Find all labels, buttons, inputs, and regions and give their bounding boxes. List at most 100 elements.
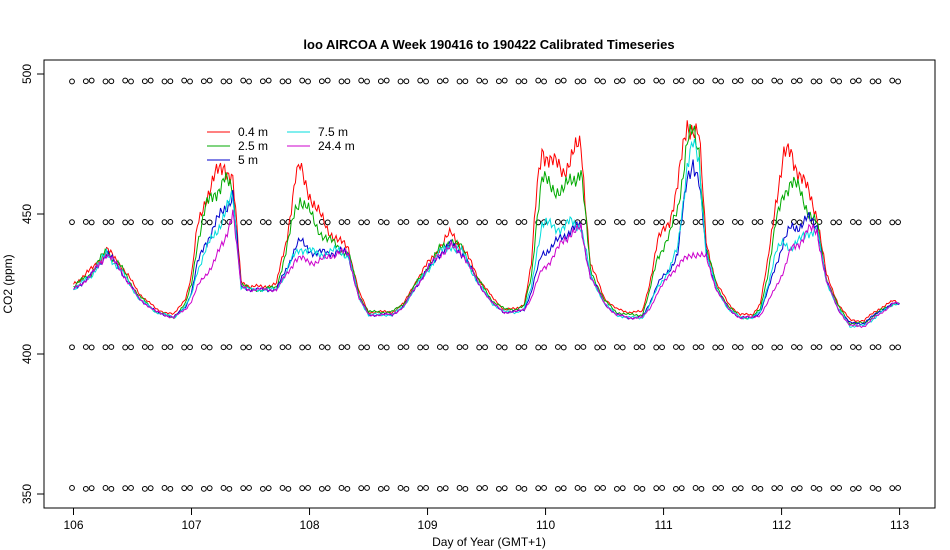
calibration-marker [265,219,272,226]
calibration-marker [383,344,390,351]
calibration-marker [246,485,252,491]
calibration-marker [141,78,148,85]
calibration-marker [692,219,699,226]
calibration-marker [541,78,547,85]
calibration-marker [344,344,351,350]
calibration-marker [796,344,803,351]
calibration-marker [639,219,646,225]
calibration-marker [442,77,449,84]
calibration-marker [895,219,901,226]
calibration-marker [889,344,896,351]
calibration-marker [417,219,424,226]
calibration-marker [816,485,823,492]
calibration-marker [456,219,463,226]
x-tick-label: 109 [418,518,438,532]
calibration-marker [358,219,365,226]
calibration-marker [495,485,502,492]
calibration-marker [875,344,882,350]
calibration-marker [757,344,764,350]
plot-frame [43,59,936,509]
calibration-marker [167,485,174,492]
calibration-marker [869,219,876,226]
calibration-marker [69,344,75,351]
calibration-marker [403,485,410,492]
calibration-marker [187,485,193,491]
calibration-marker [875,219,882,225]
y-axis-label: CO2 (ppm) [1,254,15,313]
calibration-marker [383,219,390,226]
calibration-marker [285,344,292,350]
calibration-marker [377,78,384,85]
calibration-marker [305,485,311,491]
calibration-marker [771,485,778,492]
legend-label: 2.5 m [238,139,268,153]
calibration-marker [259,78,266,85]
calibration-marker [541,485,547,491]
calibration-marker [442,485,449,492]
legend-label: 24.4 m [318,139,355,153]
calibration-marker [560,77,567,84]
calibration-marker [619,485,626,492]
calibration-marker [777,344,783,351]
calibration-marker [344,485,351,492]
calibration-marker [594,77,601,84]
calibration-marker [515,78,522,85]
calibration-marker [141,485,148,492]
x-tick-label: 111 [654,518,673,532]
calibration-marker [554,219,561,225]
calibration-marker [600,485,606,491]
calibration-marker [659,485,665,491]
calibration-marker [318,78,325,85]
calibration-marker [102,219,109,226]
calibration-marker [299,219,306,226]
calibration-marker [397,78,404,85]
calibration-marker [869,485,876,491]
calibration-marker [200,219,207,225]
series-line-0-4-m [73,120,900,323]
calibration-marker [639,344,646,350]
calibration-marker [299,344,306,351]
calibration-marker [82,344,89,350]
calibration-marker [535,219,542,226]
calibration-marker [318,344,325,350]
calibration-marker [167,78,174,85]
y-tick-label: 450 [20,204,34,224]
calibration-marker [698,485,705,492]
calibration-marker [712,344,719,351]
calibration-marker [791,485,797,492]
calibration-marker [324,219,331,226]
calibration-marker [200,78,207,85]
calibration-marker [167,344,174,350]
calibration-marker [181,219,188,226]
calibration-marker [855,219,862,226]
calibration-marker [495,78,502,85]
calibration-marker [462,344,469,350]
calibration-marker [712,77,719,84]
calibration-marker [732,219,738,225]
calibration-marker [554,78,561,85]
calibration-marker [285,219,292,225]
calibration-marker [639,78,646,85]
calibration-marker [88,77,95,84]
calibration-marker [102,344,109,351]
calibration-marker [147,77,154,84]
calibration-marker [299,77,306,84]
calibration-marker [521,485,528,492]
calibration-marker [796,485,803,492]
calibration-marker [417,485,424,492]
calibration-marker [796,77,803,84]
calibration-marker [141,344,148,350]
calibration-marker [462,219,469,225]
calibration-marker [122,77,129,84]
calibration-marker [102,485,109,491]
calibration-marker [875,485,882,492]
calibration-marker [619,77,626,84]
calibration-marker [869,344,876,351]
calibration-marker [692,78,699,85]
legend-label: 0.4 m [238,125,268,139]
calibration-marker [850,219,856,225]
calibration-marker [600,344,606,351]
calibration-marker [718,78,724,85]
calibration-marker [318,485,325,492]
